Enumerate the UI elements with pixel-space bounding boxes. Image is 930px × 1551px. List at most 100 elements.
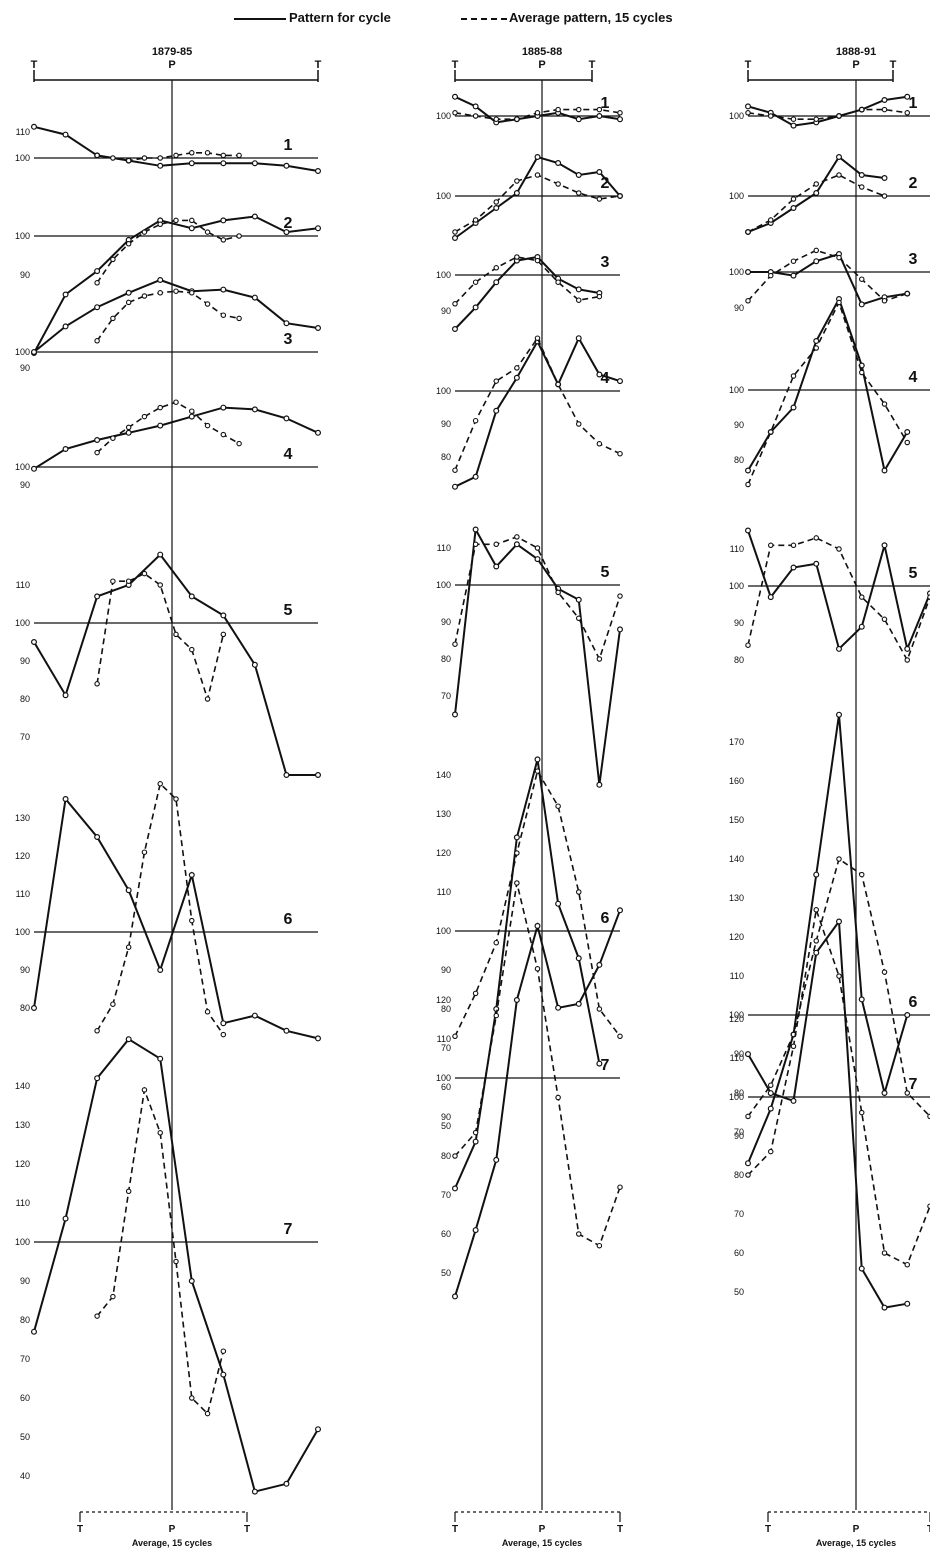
cycle-point — [493, 407, 500, 414]
average-point — [745, 1172, 751, 1178]
tick-label: 90 — [734, 303, 744, 313]
series-label: 7 — [601, 1057, 610, 1074]
tick-label: 70 — [20, 1354, 30, 1364]
average-point — [236, 315, 242, 322]
trough-marker: T — [927, 1524, 930, 1535]
tick-label: 100 — [15, 231, 30, 241]
cycle-line — [33, 125, 319, 172]
trough-marker: T — [745, 59, 752, 71]
average-point — [836, 973, 842, 979]
average-point — [125, 1188, 132, 1195]
series-label: 1 — [909, 95, 918, 112]
average-point — [189, 917, 195, 924]
tick-label: 100 — [729, 191, 744, 201]
average-point — [767, 429, 774, 435]
tick-label: 120 — [15, 851, 30, 861]
cycle-point — [157, 422, 164, 429]
trough-marker: T — [452, 1524, 458, 1535]
average-point — [452, 1033, 458, 1040]
average-point — [110, 256, 116, 263]
average-point — [141, 570, 148, 577]
cycle-point — [616, 907, 623, 914]
series-label: 2 — [909, 175, 918, 192]
average-line — [96, 152, 240, 162]
average-point — [904, 110, 910, 116]
cycle-point — [31, 638, 38, 645]
cycle-point — [493, 279, 500, 286]
cycle-point — [858, 301, 865, 308]
cycle-point — [744, 467, 751, 474]
tick-label: 170 — [729, 737, 744, 747]
average-point — [745, 1113, 751, 1120]
cycle-point — [62, 446, 69, 453]
legend-dashed-swatch — [461, 18, 507, 20]
cycle-point — [452, 235, 459, 242]
average-point — [220, 1348, 227, 1354]
series-label: 5 — [284, 602, 293, 619]
cycle-point — [858, 623, 865, 630]
cycle-title: 1885-88 — [522, 46, 562, 58]
tick-label: 80 — [734, 655, 744, 665]
average-point — [204, 696, 211, 702]
average-point — [617, 1184, 623, 1190]
cycle-point — [858, 172, 865, 179]
average-point — [452, 467, 458, 473]
peak-marker: P — [168, 59, 175, 71]
cycle-point — [125, 289, 132, 296]
cycle-point — [881, 175, 888, 182]
cycle-point — [188, 413, 195, 420]
tick-label: 100 — [436, 270, 451, 280]
series-label: 5 — [601, 564, 610, 581]
average-point — [767, 1082, 774, 1088]
average-point — [236, 440, 242, 447]
average-point — [452, 301, 458, 307]
average-point — [617, 593, 623, 599]
cycle-point — [62, 1215, 69, 1222]
average-point — [745, 110, 751, 116]
cycle-point — [575, 286, 582, 293]
tick-label: 90 — [20, 656, 30, 666]
cycle-point — [125, 887, 132, 894]
average-line — [454, 174, 621, 233]
cycle-point — [251, 1012, 258, 1019]
cycle-point — [555, 1004, 562, 1011]
cycle-point — [157, 1055, 164, 1062]
bottom-axis-label: Average, 15 cycles — [132, 1538, 212, 1548]
average-point — [534, 335, 541, 341]
cycle-point — [220, 160, 227, 167]
series-label: 7 — [909, 1076, 918, 1093]
tick-label: 100 — [436, 1073, 451, 1083]
tick-label: 120 — [729, 1014, 744, 1024]
tick-label: 100 — [436, 191, 451, 201]
cycle-point — [555, 900, 562, 907]
tick-label: 100 — [436, 580, 451, 590]
tick-label: 110 — [16, 1198, 30, 1208]
cycle-point — [904, 1300, 911, 1307]
average-point — [204, 1009, 211, 1015]
average-point — [236, 152, 242, 159]
cycle-point — [835, 918, 842, 925]
cycle-point — [813, 871, 820, 878]
cycle-point — [790, 404, 797, 411]
cycle-point — [534, 556, 541, 563]
peak-marker: P — [169, 1524, 176, 1535]
average-point — [858, 184, 865, 190]
average-point — [555, 279, 561, 285]
legend-solid-swatch — [234, 18, 286, 20]
cycle-point — [904, 645, 911, 652]
average-point — [790, 196, 797, 202]
tick-label: 40 — [20, 1471, 30, 1481]
tick-label: 70 — [734, 1209, 744, 1219]
trough-marker: T — [31, 59, 38, 71]
cycle-point — [251, 661, 258, 668]
average-point — [790, 1043, 797, 1050]
cycle-point — [616, 116, 623, 123]
tick-label: 110 — [16, 889, 30, 899]
cycle-line — [748, 252, 908, 306]
series-label: 4 — [284, 446, 293, 463]
tick-label: 80 — [734, 455, 744, 465]
cycle-point — [283, 229, 290, 236]
tick-label: 50 — [20, 1432, 30, 1442]
tick-label: 90 — [441, 965, 451, 975]
